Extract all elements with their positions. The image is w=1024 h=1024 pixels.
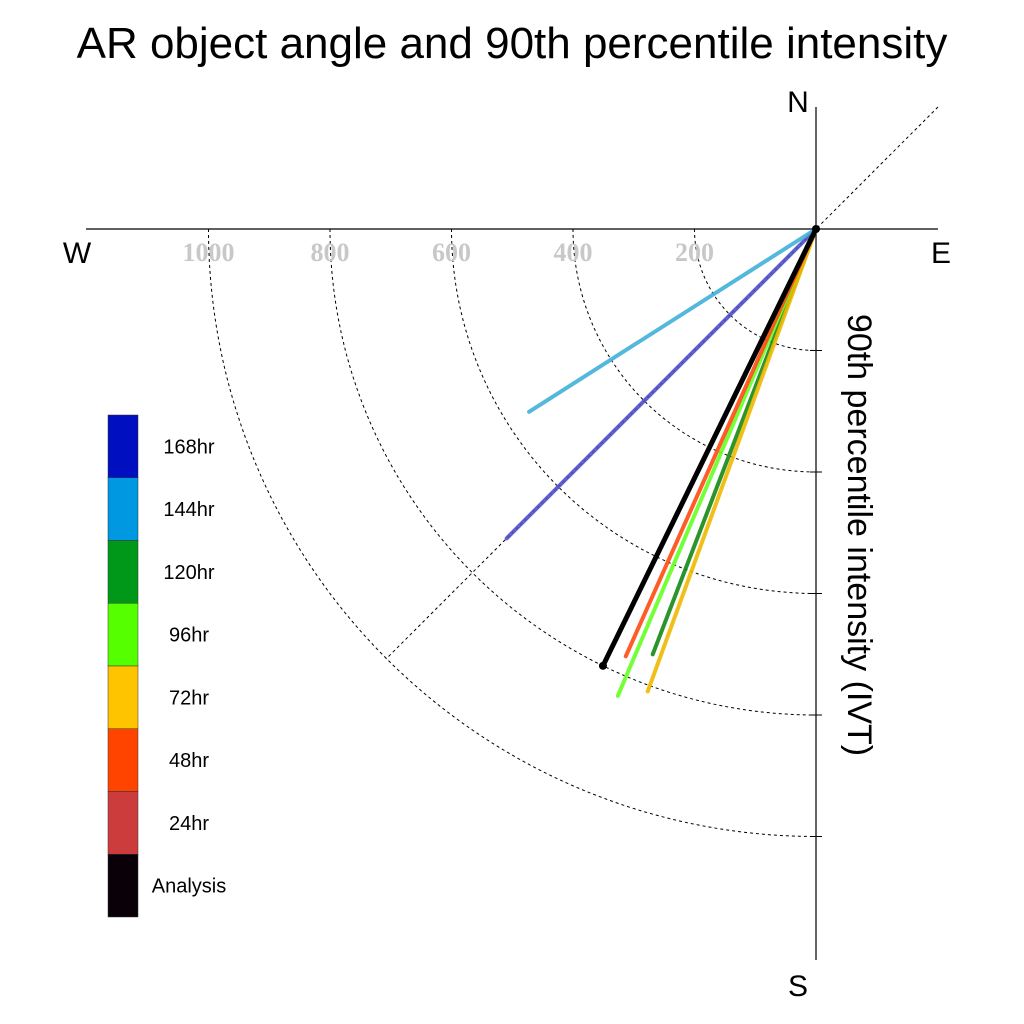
radial-tick-label: 600	[432, 238, 471, 267]
legend-swatch-120hr	[107, 540, 139, 604]
legend-swatch-96hr	[107, 603, 139, 667]
radial-tick-labels: 1000 800 600 400 200	[183, 238, 715, 267]
radial-tick-label: 200	[675, 238, 714, 267]
legend-swatch-72hr	[107, 665, 139, 729]
legend-label: 24hr	[169, 813, 209, 835]
radial-grid	[208, 228, 822, 837]
legend-label: 120hr	[163, 562, 214, 584]
legend-swatch-168hr	[107, 414, 139, 478]
series-line-48hr	[623, 227, 818, 659]
legend-label: 48hr	[169, 750, 209, 772]
compass-west: W	[63, 237, 92, 270]
legend-swatch-analysis	[107, 854, 139, 918]
legend-label: 144hr	[163, 499, 214, 521]
chart-title: AR object angle and 90th percentile inte…	[77, 19, 948, 68]
legend: 168hr 144hr 120hr 96hr 72hr 48hr 24hr Analysis	[107, 414, 226, 918]
legend-label: 72hr	[169, 687, 209, 709]
origin-marker	[812, 225, 820, 233]
grid-ring-1000	[208, 228, 817, 837]
series-line-analysis	[600, 226, 819, 669]
legend-swatch-144hr	[107, 477, 139, 541]
legend-label: Analysis	[152, 876, 226, 898]
grid-ring-200	[694, 228, 817, 351]
grid-ring-800	[329, 228, 817, 716]
vector-series	[504, 225, 820, 698]
series-line-168hr	[504, 227, 818, 541]
legend-label: 96hr	[169, 625, 209, 647]
legend-swatch-24hr	[107, 791, 139, 855]
radial-tick-label: 800	[311, 238, 350, 267]
legend-label: 168hr	[163, 436, 214, 458]
grid-ring-400	[572, 228, 817, 473]
radial-tick-label: 400	[554, 238, 593, 267]
grid-ring-600	[451, 228, 817, 594]
series-line-72hr	[645, 227, 818, 694]
compass-east: E	[931, 237, 951, 270]
y-axis-label: 90th percentile intensity (IVT)	[840, 314, 878, 756]
radial-tick-label: 1000	[183, 238, 235, 267]
compass-south: S	[788, 970, 808, 1003]
legend-swatch-48hr	[107, 728, 139, 792]
compass-north: N	[787, 86, 809, 119]
series-line-144hr	[527, 227, 818, 414]
analysis-end-marker	[598, 661, 607, 670]
